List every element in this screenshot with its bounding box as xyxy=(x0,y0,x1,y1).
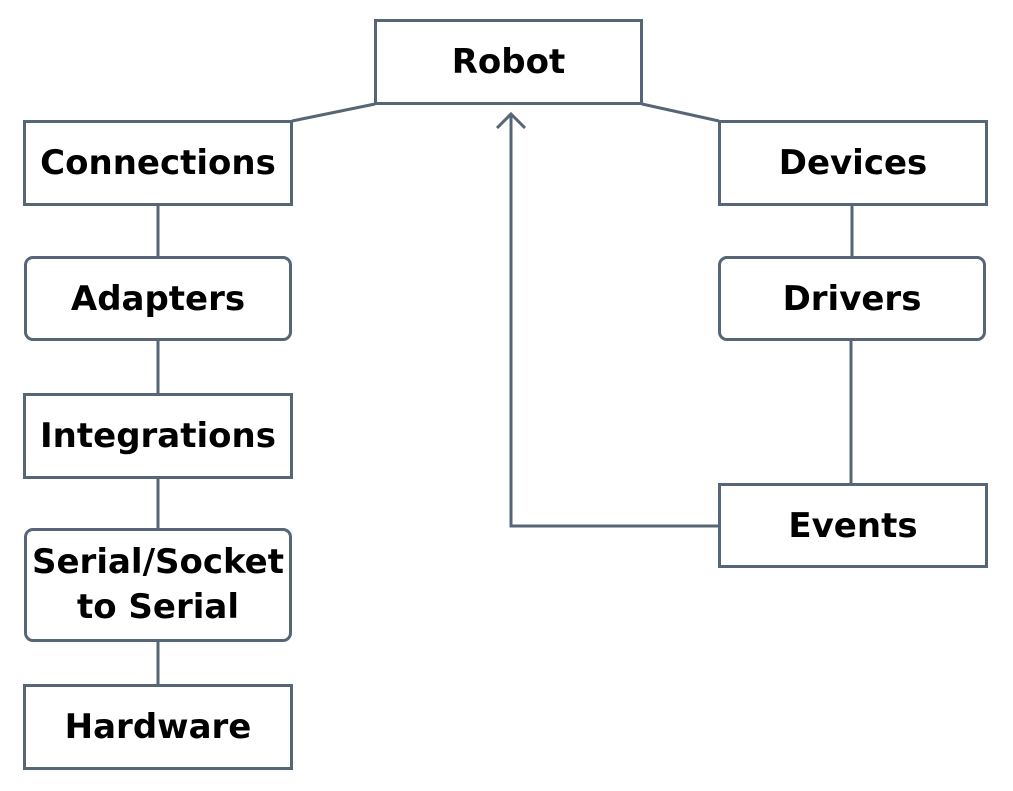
node-label: Serial/Socket to Serial xyxy=(32,542,284,627)
node-label: Robot xyxy=(451,42,566,82)
node-label: Adapters xyxy=(70,278,246,319)
node-devices: Devices xyxy=(718,120,988,206)
node-label: Devices xyxy=(778,143,928,183)
connector-robot-devices xyxy=(641,102,720,123)
node-serial-socket: Serial/Socket to Serial xyxy=(24,528,292,642)
connector-robot-connections xyxy=(291,102,376,123)
node-label: Drivers xyxy=(782,278,922,319)
arrow-events-to-robot xyxy=(509,114,719,528)
node-robot: Robot xyxy=(374,19,643,105)
node-label: Connections xyxy=(40,143,276,183)
node-label: Integrations xyxy=(40,416,276,456)
node-label: Events xyxy=(788,505,918,546)
node-hardware: Hardware xyxy=(23,684,293,770)
node-label: Hardware xyxy=(64,707,252,747)
node-integrations: Integrations xyxy=(23,393,293,479)
node-drivers: Drivers xyxy=(718,256,986,341)
node-adapters: Adapters xyxy=(24,256,292,341)
node-events: Events xyxy=(718,483,988,568)
node-connections: Connections xyxy=(23,120,293,206)
arrowhead-icon xyxy=(495,111,527,130)
